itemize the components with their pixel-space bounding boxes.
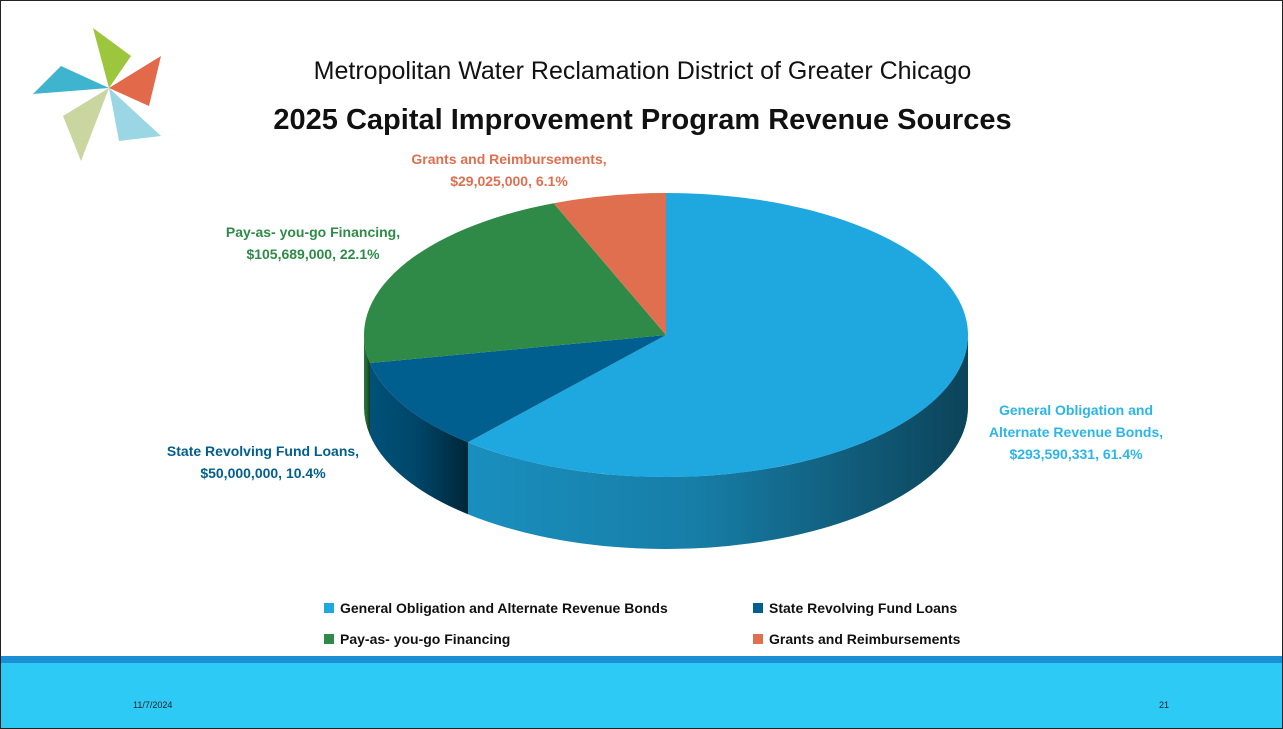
legend-label: General Obligation and Alternate Revenue… [340,600,668,616]
slice-side-shade [369,363,468,515]
legend-label: Pay-as- you-go Financing [340,631,511,647]
slice [369,335,666,443]
legend-swatch [324,634,334,644]
slice-side-shade [467,335,968,549]
slice [553,193,666,335]
footer-date: 11/7/2024 [133,700,173,710]
data-label: General Obligation and Alternate Revenue… [988,402,1164,462]
legend-swatch [753,634,763,644]
footer-stripe [1,656,1282,663]
slice [467,193,968,477]
legend-swatch [324,603,334,613]
legend-item: Grants and Reimbursements [753,631,960,647]
data-label: Grants and Reimbursements, $29,025,000, … [411,151,607,189]
logo [33,28,161,161]
page-title: Metropolitan Water Reclamation District … [313,57,972,85]
chart-title: 2025 Capital Improvement Program Revenue… [273,104,1012,136]
pie-chart [364,193,968,549]
legend-label: Grants and Reimbursements [769,631,961,647]
footer-bar [1,663,1282,728]
slice [364,203,666,364]
footer-page: 21 [1159,700,1170,710]
legend-label: State Revolving Fund Loans [769,600,958,616]
data-label: Pay-as- you-go Financing, $105,689,000, … [225,224,401,262]
legend-item: State Revolving Fund Loans [753,600,957,616]
legend-item: General Obligation and Alternate Revenue… [324,600,668,616]
slice-side-shade [364,335,370,436]
data-label: State Revolving Fund Loans, $50,000,000,… [166,443,360,481]
legend-item: Pay-as- you-go Financing [324,631,510,647]
legend-swatch [753,603,763,613]
